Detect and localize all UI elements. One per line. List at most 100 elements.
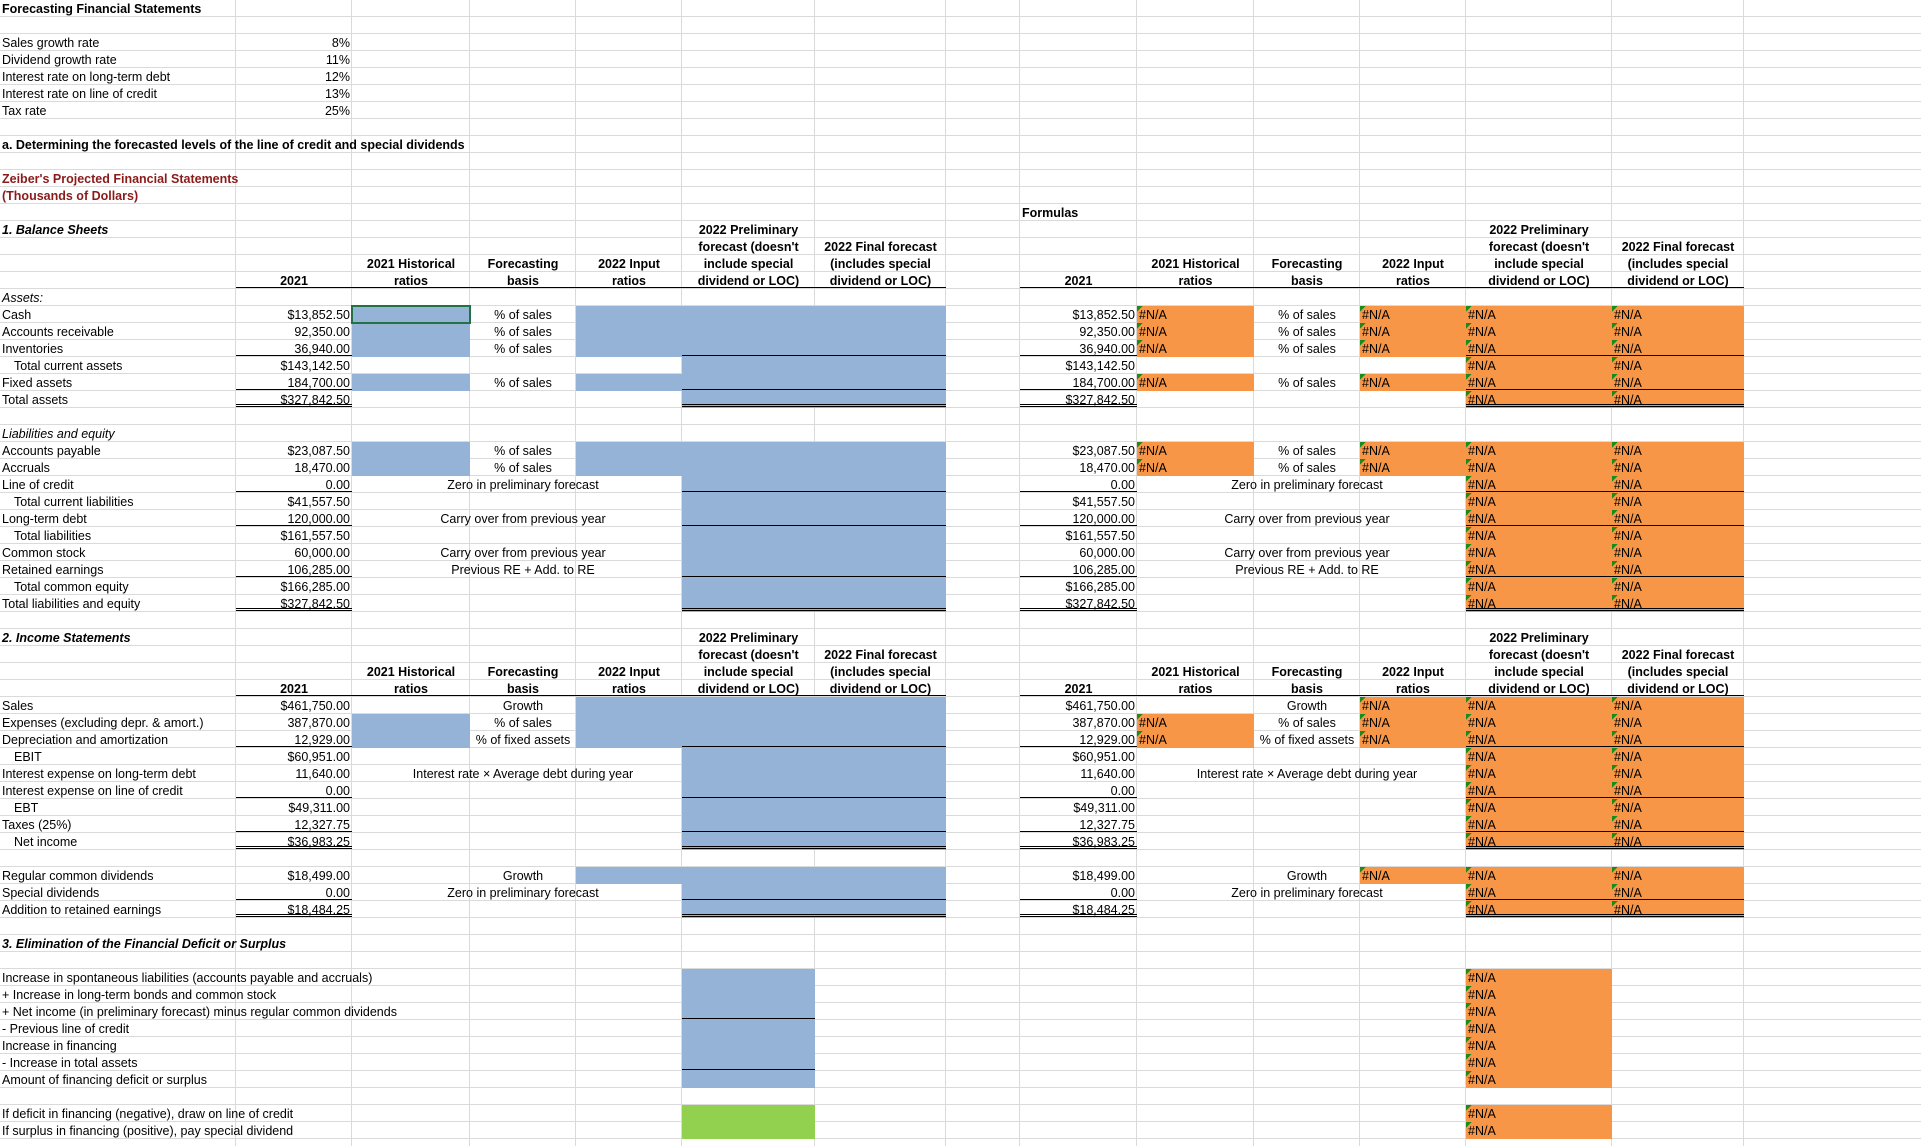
- cell: #N/A: [1466, 510, 1612, 527]
- cell: ratios: [1395, 682, 1431, 696]
- cell-border: [682, 287, 815, 288]
- cell: ratios: [393, 682, 429, 696]
- grid-line: [235, 0, 236, 1146]
- cell: $327,842.50: [1065, 393, 1135, 407]
- row-label: Regular common dividends: [2, 869, 154, 883]
- cell: #N/A: [1612, 731, 1744, 748]
- cell: #N/A: [1612, 748, 1744, 765]
- cell: #N/A: [1466, 867, 1612, 884]
- cell: Zero in preliminary forecast: [1231, 478, 1383, 492]
- cell: 2022 Final forecast: [824, 648, 937, 662]
- cell: $327,842.50: [280, 393, 350, 407]
- cell: $49,311.00: [1073, 801, 1135, 815]
- cell: 2022 Input: [598, 257, 660, 271]
- cell: $161,557.50: [280, 529, 350, 543]
- cell-border: [682, 695, 815, 696]
- cell: #N/A: [1466, 833, 1612, 850]
- cell-border: [236, 695, 352, 696]
- cell: 2021: [280, 274, 308, 288]
- cell: 0.00: [1110, 886, 1135, 900]
- row-label: 3. Elimination of the Financial Deficit …: [2, 937, 287, 951]
- cell-fill: [682, 306, 815, 408]
- cell: 2022 Final forecast: [1621, 648, 1735, 662]
- row-label: Interest rate on long-term debt: [2, 70, 171, 84]
- row-label: Dividend growth rate: [2, 53, 117, 67]
- cell: 120,000.00: [287, 512, 350, 526]
- cell: % of fixed assets: [1259, 733, 1355, 747]
- cell: 2022 Preliminary: [1489, 631, 1589, 645]
- cell: #N/A: [1360, 867, 1466, 884]
- cell: #N/A: [1137, 306, 1254, 323]
- cell: 0.00: [325, 478, 350, 492]
- cell: % of sales: [494, 376, 552, 390]
- cell: include special: [703, 665, 794, 679]
- row-label: EBIT: [14, 750, 42, 764]
- cell-border: [1360, 695, 1466, 696]
- cell: basis: [1291, 274, 1323, 288]
- cell: #N/A: [1466, 986, 1612, 1003]
- cell: #N/A: [1466, 1054, 1612, 1071]
- cell-border: [682, 608, 815, 611]
- cell-border: [1020, 797, 1137, 798]
- cell-border: [236, 914, 352, 917]
- cell: 92,350.00: [1079, 325, 1135, 339]
- cell: #N/A: [1466, 765, 1612, 782]
- cell-border: [1020, 355, 1137, 356]
- row-label: Special dividends: [2, 886, 100, 900]
- cell: $327,842.50: [1065, 597, 1135, 611]
- grid-line: [1253, 0, 1254, 1146]
- cell: include special: [1494, 257, 1584, 271]
- cell-border: [1137, 695, 1254, 696]
- cell: #N/A: [1466, 816, 1612, 833]
- cell-border: [236, 746, 352, 747]
- cell: Growth: [1286, 699, 1328, 713]
- cell-fill: [815, 306, 946, 408]
- cell: $23,087.50: [1072, 444, 1135, 458]
- cell-border: [815, 389, 946, 390]
- cell-border: [682, 846, 815, 849]
- cell-border: [470, 695, 576, 696]
- row-label: Total common equity: [14, 580, 129, 594]
- cell-border: [352, 695, 470, 696]
- cell-border: [815, 525, 946, 526]
- cell: #N/A: [1466, 748, 1612, 765]
- cell: ratios: [393, 274, 429, 288]
- cell: Carry over from previous year: [1224, 512, 1390, 526]
- cell: Forecasting: [1271, 665, 1343, 679]
- cell: 11,640.00: [1080, 767, 1135, 781]
- cell: dividend or LOC): [1627, 274, 1729, 288]
- cell: #N/A: [1137, 714, 1254, 731]
- cell: #N/A: [1466, 731, 1612, 748]
- cell: dividend or LOC): [697, 274, 800, 288]
- cell: 12%: [324, 70, 350, 84]
- cell-fill: [815, 697, 946, 850]
- cell: ratios: [611, 682, 647, 696]
- cell: % of sales: [1278, 308, 1336, 322]
- cell: $461,750.00: [280, 699, 350, 713]
- cell-border: [682, 389, 815, 390]
- cell: dividend or LOC): [1488, 682, 1590, 696]
- row-label: Inventories: [2, 342, 64, 356]
- cell: #N/A: [1466, 544, 1612, 561]
- cell: $23,087.50: [287, 444, 350, 458]
- cell-border: [1612, 287, 1744, 288]
- cell: 12,929.00: [1079, 733, 1135, 747]
- cell: % of fixed assets: [475, 733, 571, 747]
- cell: $60,951.00: [287, 750, 350, 764]
- cell: #N/A: [1466, 442, 1612, 459]
- cell: forecast (doesn't: [1488, 240, 1590, 254]
- cell: 0.00: [1110, 784, 1135, 798]
- cell-border: [1466, 287, 1612, 288]
- cell: #N/A: [1466, 391, 1612, 408]
- row-label: Total assets: [2, 393, 69, 407]
- cell: #N/A: [1612, 527, 1744, 544]
- cell: 2022 Final forecast: [824, 240, 937, 254]
- cell: #N/A: [1137, 731, 1254, 748]
- cell: (includes special: [1627, 665, 1729, 679]
- cell: #N/A: [1466, 697, 1612, 714]
- cell-fill: [576, 867, 682, 884]
- cell: 18,470.00: [1079, 461, 1135, 475]
- cell-border: [815, 899, 946, 900]
- cell-border: [682, 404, 815, 407]
